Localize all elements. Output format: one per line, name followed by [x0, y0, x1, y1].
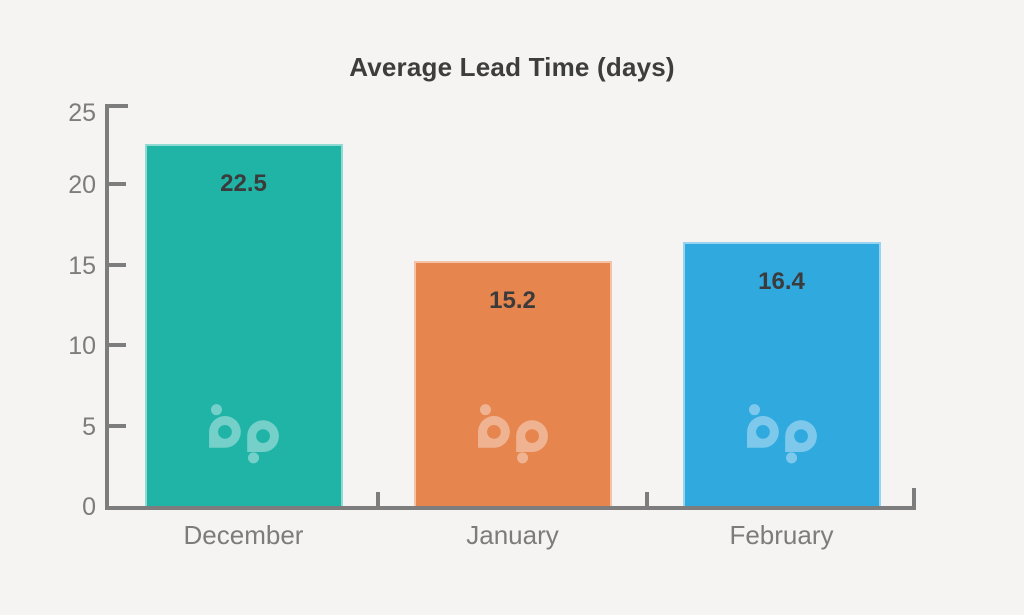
- y-tick-label: 20: [68, 171, 96, 199]
- bp-watermark-icon: [746, 403, 818, 464]
- bp-watermark-icon: [477, 403, 549, 464]
- y-tick: [105, 423, 126, 428]
- bar-february: 16.4: [682, 241, 881, 506]
- y-tick: [105, 343, 126, 347]
- x-category-label: December: [183, 520, 304, 550]
- x-boundary-tick: [645, 492, 649, 506]
- y-tick: [105, 262, 126, 267]
- y-axis-line: [105, 103, 109, 510]
- y-tick-label: 25: [68, 98, 96, 127]
- x-boundary-tick: [376, 492, 380, 506]
- x-category-label: January: [466, 520, 559, 550]
- bar-january: 15.2: [413, 261, 612, 506]
- x-axis-line: [105, 506, 916, 510]
- y-tick-label: 15: [68, 251, 96, 280]
- y-tick-label: 10: [68, 332, 96, 360]
- bar-value-label: 15.2: [489, 287, 536, 315]
- y-tick-label: 0: [82, 493, 96, 521]
- y-tick: [105, 182, 126, 186]
- bar-december: 22.5: [144, 143, 343, 506]
- bp-watermark-icon: [208, 403, 280, 464]
- chart-title: Average Lead Time (days): [349, 52, 675, 82]
- x-axis-end-tick: [912, 488, 916, 510]
- bar-value-label: 22.5: [220, 169, 267, 197]
- y-axis-top-tick: [105, 103, 128, 108]
- x-category-label: February: [729, 520, 834, 550]
- y-tick-label: 5: [82, 412, 96, 441]
- bar-value-label: 16.4: [758, 267, 805, 295]
